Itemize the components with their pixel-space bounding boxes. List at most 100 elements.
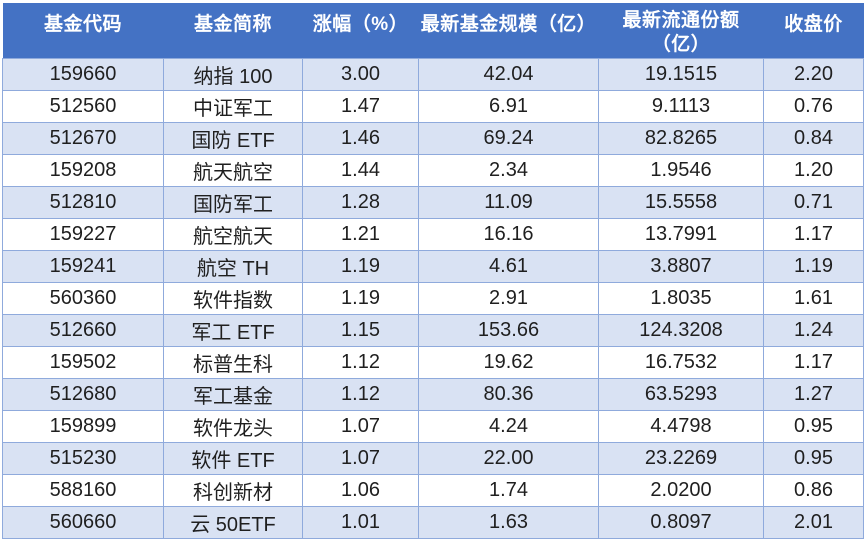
table-cell-shares: 1.8035 — [598, 281, 764, 315]
table-cell-shares: 23.2269 — [598, 441, 764, 475]
column-header-code: 基金代码 — [2, 3, 164, 58]
table-cell-scale: 22.00 — [418, 441, 599, 475]
table-cell-change: 1.21 — [302, 217, 419, 251]
table-cell-shares: 124.3208 — [598, 313, 764, 347]
table-cell-change: 1.12 — [302, 377, 419, 411]
table-cell-code: 159660 — [2, 57, 164, 91]
table-cell-close: 1.17 — [763, 345, 864, 379]
table-cell-scale: 19.62 — [418, 345, 599, 379]
table-cell-name: 软件 ETF — [163, 441, 303, 475]
table-cell-code: 159502 — [2, 345, 164, 379]
table-cell-scale: 2.34 — [418, 153, 599, 187]
table-cell-shares: 1.9546 — [598, 153, 764, 187]
table-cell-code: 560660 — [2, 505, 164, 539]
table-cell-close: 0.76 — [763, 89, 864, 123]
table-cell-change: 1.15 — [302, 313, 419, 347]
table-row: 588160 科创新材 1.06 1.74 2.0200 0.86 — [2, 473, 864, 507]
fund-table-body: 159660 纳指 100 3.00 42.04 19.1515 2.20 512560 中证… — [2, 57, 864, 539]
table-row: 512810 国防军工 1.28 11.09 15.5558 0.71 — [2, 185, 864, 219]
table-cell-scale: 69.24 — [418, 121, 599, 155]
table-cell-name: 航空 TH — [163, 249, 303, 283]
table-cell-close: 1.27 — [763, 377, 864, 411]
table-cell-close: 2.20 — [763, 57, 864, 91]
table-cell-scale: 6.91 — [418, 89, 599, 123]
table-cell-change: 1.46 — [302, 121, 419, 155]
table-cell-code: 512560 — [2, 89, 164, 123]
table-cell-code: 159208 — [2, 153, 164, 187]
table-cell-close: 1.24 — [763, 313, 864, 347]
table-cell-code: 159899 — [2, 409, 164, 443]
table-cell-shares: 82.8265 — [598, 121, 764, 155]
table-cell-code: 512680 — [2, 377, 164, 411]
table-row: 512680 军工基金 1.12 80.36 63.5293 1.27 — [2, 377, 864, 411]
table-cell-name: 国防军工 — [163, 185, 303, 219]
table-cell-name: 纳指 100 — [163, 57, 303, 91]
table-cell-change: 1.28 — [302, 185, 419, 219]
table-cell-name: 软件指数 — [163, 281, 303, 315]
header-row: 基金代码 基金简称 涨幅（%） 最新基金规模（亿） 最新流通份额（亿） 收盘价 — [2, 3, 864, 58]
table-cell-name: 军工基金 — [163, 377, 303, 411]
table-cell-shares: 13.7991 — [598, 217, 764, 251]
column-header-scale: 最新基金规模（亿） — [418, 3, 599, 58]
table-cell-shares: 9.1113 — [598, 89, 764, 123]
table-row: 515230 软件 ETF 1.07 22.00 23.2269 0.95 — [2, 441, 864, 475]
table-cell-shares: 2.0200 — [598, 473, 764, 507]
table-cell-name: 科创新材 — [163, 473, 303, 507]
table-cell-code: 588160 — [2, 473, 164, 507]
table-cell-change: 1.19 — [302, 281, 419, 315]
table-cell-change: 3.00 — [302, 57, 419, 91]
table-cell-close: 0.86 — [763, 473, 864, 507]
table-cell-code: 512810 — [2, 185, 164, 219]
table-cell-code: 159241 — [2, 249, 164, 283]
table-cell-scale: 2.91 — [418, 281, 599, 315]
table-cell-name: 标普生科 — [163, 345, 303, 379]
table-cell-name: 软件龙头 — [163, 409, 303, 443]
column-header-shares: 最新流通份额（亿） — [598, 3, 764, 58]
table-cell-close: 0.95 — [763, 441, 864, 475]
table-row: 560360 软件指数 1.19 2.91 1.8035 1.61 — [2, 281, 864, 315]
table-cell-change: 1.06 — [302, 473, 419, 507]
column-header-close: 收盘价 — [763, 3, 864, 58]
table-cell-shares: 63.5293 — [598, 377, 764, 411]
table-cell-close: 1.61 — [763, 281, 864, 315]
column-header-name: 基金简称 — [163, 3, 303, 58]
table-cell-scale: 4.61 — [418, 249, 599, 283]
table-cell-shares: 0.8097 — [598, 505, 764, 539]
table-cell-change: 1.07 — [302, 441, 419, 475]
table-cell-change: 1.12 — [302, 345, 419, 379]
fund-table-header: 基金代码 基金简称 涨幅（%） 最新基金规模（亿） 最新流通份额（亿） 收盘价 — [2, 3, 864, 58]
table-cell-name: 云 50ETF — [163, 505, 303, 539]
table-cell-change: 1.07 — [302, 409, 419, 443]
table-row: 159208 航天航空 1.44 2.34 1.9546 1.20 — [2, 153, 864, 187]
table-cell-name: 航空航天 — [163, 217, 303, 251]
table-cell-close: 1.20 — [763, 153, 864, 187]
table-row: 159660 纳指 100 3.00 42.04 19.1515 2.20 — [2, 57, 864, 91]
table-row: 512670 国防 ETF 1.46 69.24 82.8265 0.84 — [2, 121, 864, 155]
table-cell-scale: 42.04 — [418, 57, 599, 91]
table-cell-scale: 153.66 — [418, 313, 599, 347]
column-header-shares-label: 最新流通份额（亿） — [622, 10, 740, 55]
table-cell-close: 0.71 — [763, 185, 864, 219]
table-cell-scale: 4.24 — [418, 409, 599, 443]
table-cell-change: 1.44 — [302, 153, 419, 187]
table-row: 512560 中证军工 1.47 6.91 9.1113 0.76 — [2, 89, 864, 123]
table-row: 159241 航空 TH 1.19 4.61 3.8807 1.19 — [2, 249, 864, 283]
table-cell-scale: 1.63 — [418, 505, 599, 539]
table-cell-shares: 16.7532 — [598, 345, 764, 379]
table-cell-name: 航天航空 — [163, 153, 303, 187]
table-row: 159502 标普生科 1.12 19.62 16.7532 1.17 — [2, 345, 864, 379]
table-row: 159899 软件龙头 1.07 4.24 4.4798 0.95 — [2, 409, 864, 443]
table-cell-scale: 16.16 — [418, 217, 599, 251]
table-cell-scale: 1.74 — [418, 473, 599, 507]
table-cell-close: 1.19 — [763, 249, 864, 283]
table-cell-scale: 11.09 — [418, 185, 599, 219]
table-cell-code: 560360 — [2, 281, 164, 315]
table-cell-shares: 15.5558 — [598, 185, 764, 219]
table-cell-change: 1.47 — [302, 89, 419, 123]
table-cell-shares: 4.4798 — [598, 409, 764, 443]
table-row: 159227 航空航天 1.21 16.16 13.7991 1.17 — [2, 217, 864, 251]
table-cell-scale: 80.36 — [418, 377, 599, 411]
table-cell-name: 中证军工 — [163, 89, 303, 123]
fund-table: 基金代码 基金简称 涨幅（%） 最新基金规模（亿） 最新流通份额（亿） 收盘价 … — [2, 3, 864, 539]
